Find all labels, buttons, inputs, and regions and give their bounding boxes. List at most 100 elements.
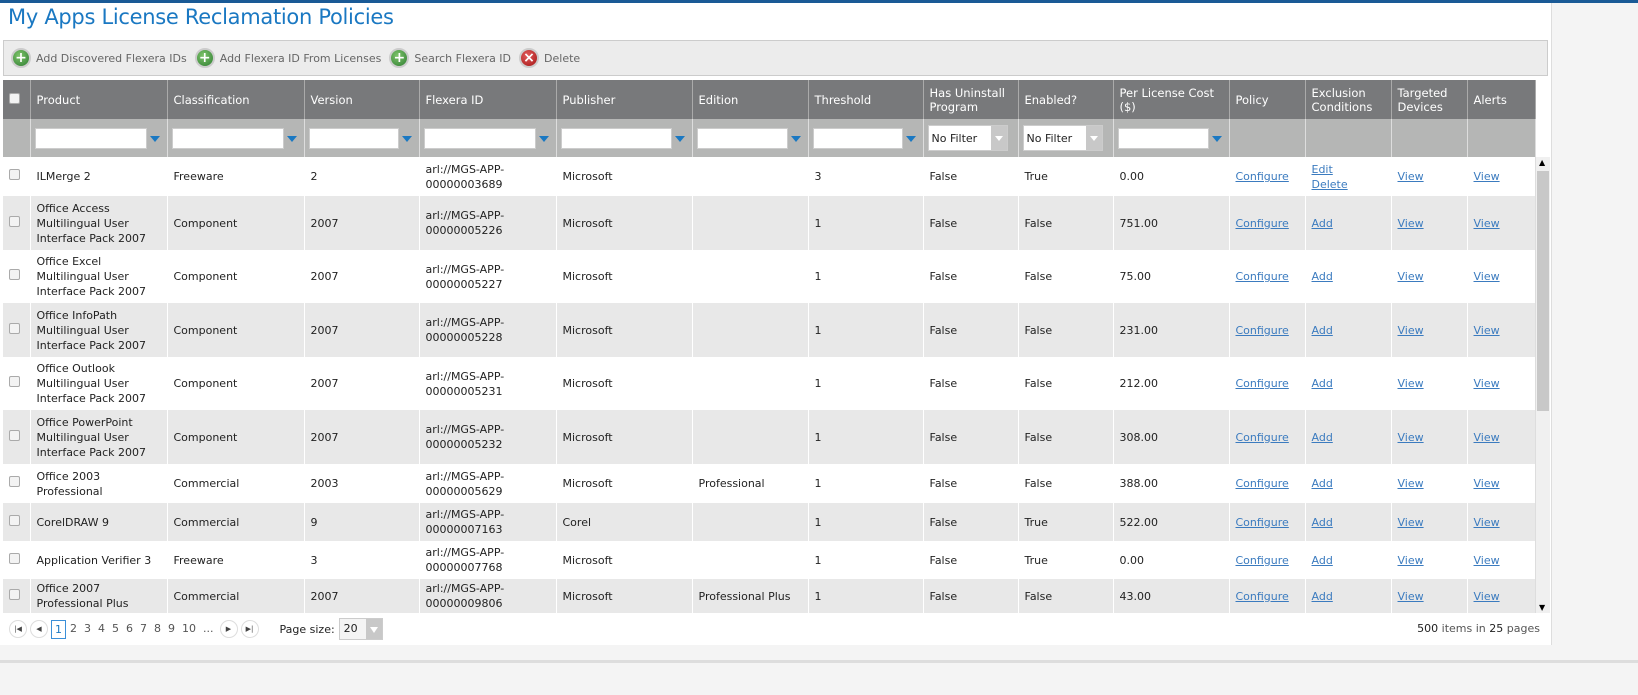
alerts-view-link[interactable]: View <box>1473 377 1500 390</box>
product-filter-input[interactable] <box>34 127 147 149</box>
configure-link[interactable]: Configure <box>1235 270 1289 283</box>
classification-filter-input[interactable] <box>171 127 284 149</box>
select-all-checkbox[interactable] <box>9 92 20 104</box>
targeted-view-link[interactable]: View <box>1397 553 1424 567</box>
alerts-view-link[interactable]: View <box>1473 270 1500 283</box>
row-checkbox[interactable] <box>9 429 20 441</box>
scrollbar-thumb[interactable] <box>1537 171 1549 411</box>
prev-page-button[interactable]: ◀ <box>30 620 48 638</box>
add-from-licenses-button[interactable]: + Add Flexera ID From Licenses <box>194 48 381 68</box>
row-checkbox[interactable] <box>9 552 20 564</box>
exclusion-link[interactable]: Add <box>1311 553 1333 567</box>
version-filter-input[interactable] <box>308 127 399 149</box>
page-link[interactable]: 4 <box>98 621 105 635</box>
filter-icon[interactable] <box>1211 136 1222 142</box>
flexera-id-filter-input[interactable] <box>423 127 536 149</box>
targeted-view-link[interactable]: View <box>1397 377 1424 390</box>
configure-link[interactable]: Configure <box>1235 377 1289 390</box>
col-edition[interactable]: Edition <box>692 80 809 119</box>
filter-icon[interactable] <box>286 136 297 142</box>
last-page-button[interactable]: ▶| <box>240 620 259 638</box>
scroll-down-icon[interactable]: ▼ <box>1539 603 1546 612</box>
alerts-view-link[interactable]: View <box>1473 477 1500 490</box>
threshold-filter-input[interactable] <box>812 127 903 149</box>
configure-link[interactable]: Configure <box>1235 553 1289 567</box>
filter-icon[interactable] <box>790 136 801 142</box>
targeted-view-link[interactable]: View <box>1397 477 1424 490</box>
exclusion-link[interactable]: Add <box>1311 430 1333 444</box>
col-enabled[interactable]: Enabled? <box>1018 80 1114 119</box>
exclusion-link[interactable]: Add <box>1311 515 1333 529</box>
page-link[interactable]: 10 <box>182 621 196 635</box>
alerts-view-link[interactable]: View <box>1473 553 1500 567</box>
next-page-button[interactable]: ▶ <box>219 620 238 638</box>
search-flexera-button[interactable]: + Search Flexera ID <box>389 48 511 68</box>
row-checkbox[interactable] <box>9 476 20 487</box>
edition-filter-input[interactable] <box>696 127 788 149</box>
row-checkbox[interactable] <box>9 376 20 387</box>
exclusion-link[interactable]: Add <box>1311 270 1333 283</box>
alerts-view-link[interactable]: View <box>1473 515 1500 529</box>
page-link[interactable]: ... <box>203 621 214 635</box>
configure-link[interactable]: Configure <box>1235 515 1289 529</box>
exclusion-link[interactable]: Add <box>1311 377 1333 390</box>
configure-link[interactable]: Configure <box>1235 170 1289 183</box>
exclusion-link[interactable]: Edit <box>1311 162 1333 176</box>
targeted-view-link[interactable]: View <box>1397 170 1424 183</box>
col-publisher[interactable]: Publisher <box>556 80 693 119</box>
row-checkbox[interactable] <box>9 588 20 600</box>
cost-filter-input[interactable] <box>1117 127 1209 149</box>
row-checkbox[interactable] <box>9 169 20 180</box>
add-discovered-button[interactable]: + Add Discovered Flexera IDs <box>11 48 187 68</box>
filter-icon[interactable] <box>149 136 160 142</box>
row-checkbox[interactable] <box>9 514 20 526</box>
configure-link[interactable]: Configure <box>1235 430 1289 444</box>
scroll-up-icon[interactable]: ▲ <box>1539 158 1546 167</box>
configure-link[interactable]: Configure <box>1235 477 1289 490</box>
page-link[interactable]: 6 <box>126 621 133 635</box>
filter-icon[interactable] <box>905 136 916 142</box>
targeted-view-link[interactable]: View <box>1397 216 1424 230</box>
page-size-select[interactable]: 20 <box>338 618 383 640</box>
row-checkbox[interactable] <box>9 322 20 334</box>
configure-link[interactable]: Configure <box>1235 216 1289 230</box>
row-checkbox[interactable] <box>9 215 20 227</box>
filter-icon[interactable] <box>674 136 685 142</box>
page-link[interactable]: 3 <box>84 621 91 635</box>
targeted-view-link[interactable]: View <box>1397 270 1424 283</box>
exclusion-link[interactable]: Add <box>1311 477 1333 490</box>
targeted-view-link[interactable]: View <box>1397 430 1424 444</box>
col-product[interactable]: Product <box>30 80 168 119</box>
publisher-filter-input[interactable] <box>560 127 672 149</box>
filter-icon[interactable] <box>401 136 412 142</box>
alerts-view-link[interactable]: View <box>1473 430 1500 444</box>
page-link[interactable]: 1 <box>51 619 66 639</box>
targeted-view-link[interactable]: View <box>1397 323 1424 337</box>
page-link[interactable]: 9 <box>168 621 175 635</box>
exclusion-link[interactable]: Add <box>1311 216 1333 230</box>
page-link[interactable]: 7 <box>140 621 147 635</box>
alerts-view-link[interactable]: View <box>1473 589 1500 603</box>
row-checkbox[interactable] <box>9 269 20 280</box>
page-link[interactable]: 2 <box>70 621 77 635</box>
delete-button[interactable]: × Delete <box>519 48 580 68</box>
targeted-view-link[interactable]: View <box>1397 589 1424 603</box>
col-version[interactable]: Version <box>304 80 420 119</box>
exclusion-link[interactable]: Add <box>1311 323 1333 337</box>
alerts-view-link[interactable]: View <box>1473 216 1500 230</box>
col-threshold[interactable]: Threshold <box>808 80 924 119</box>
filter-icon[interactable] <box>538 136 549 142</box>
alerts-view-link[interactable]: View <box>1473 323 1500 337</box>
first-page-button[interactable]: |◀ <box>9 620 27 638</box>
col-has-uninstall[interactable]: Has Uninstall Program <box>923 80 1019 119</box>
exclusion-delete-link[interactable]: Delete <box>1311 177 1348 191</box>
page-link[interactable]: 5 <box>112 621 119 635</box>
col-cost[interactable]: Per License Cost ($) <box>1113 80 1230 119</box>
page-link[interactable]: 8 <box>154 621 161 635</box>
has-uninstall-filter-select[interactable]: No Filter <box>927 125 1008 151</box>
configure-link[interactable]: Configure <box>1235 589 1289 603</box>
exclusion-link[interactable]: Add <box>1311 589 1333 603</box>
targeted-view-link[interactable]: View <box>1397 515 1424 529</box>
col-classification[interactable]: Classification <box>167 80 305 119</box>
alerts-view-link[interactable]: View <box>1473 170 1500 183</box>
